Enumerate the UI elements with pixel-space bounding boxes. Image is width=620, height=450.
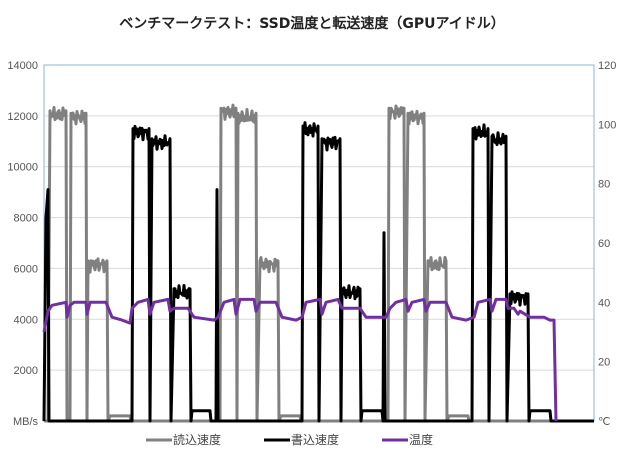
left-tick-label: 4000	[14, 314, 38, 326]
left-tick-label: 14000	[7, 60, 38, 72]
right-tick-label: 60	[598, 238, 610, 250]
right-tick-label: 20	[598, 357, 610, 369]
right-tick-label: 120	[598, 60, 616, 72]
left-tick-label: 10000	[7, 162, 38, 174]
series-lines	[42, 103, 594, 423]
right-tick-label: 80	[598, 179, 610, 191]
series-line-2	[42, 297, 558, 422]
left-tick-label: 12000	[7, 111, 38, 123]
right-tick-label: ℃	[598, 416, 610, 428]
left-tick-label: MB/s	[13, 416, 39, 428]
right-tick-label: 40	[598, 297, 610, 309]
legend-label: 温度	[409, 432, 433, 447]
left-tick-label: 8000	[14, 213, 38, 225]
left-tick-label: 6000	[14, 263, 38, 275]
left-tick-label: 2000	[14, 365, 38, 377]
left-axis-ticks: MB/s 2000 4000 6000 8000 10000 12000 14000	[7, 60, 38, 428]
legend-label: 読込速度	[173, 432, 221, 447]
right-axis-ticks: ℃ 20 40 60 80 100 120	[598, 60, 616, 428]
legend-label: 書込速度	[291, 432, 339, 447]
legend: 読込速度 書込速度 温度	[146, 432, 433, 447]
series-line-0	[44, 103, 594, 423]
right-tick-label: 100	[598, 119, 616, 131]
series-line-1	[42, 121, 594, 423]
chart-title: ベンチマークテスト：SSD温度と転送速度（GPUアイドル）	[119, 15, 505, 32]
